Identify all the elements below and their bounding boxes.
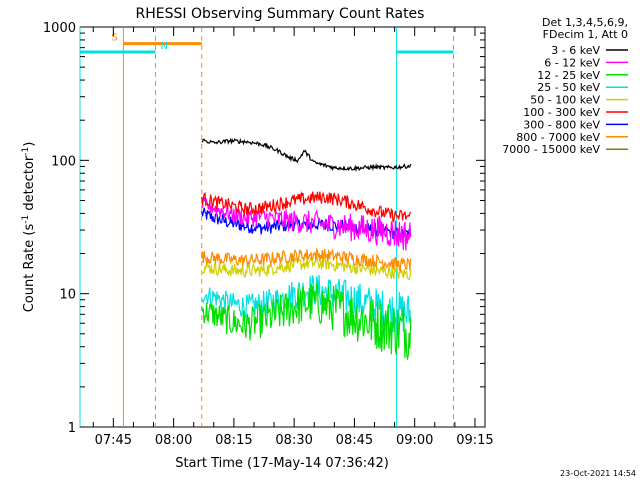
y-axis-label-main: Count Rate (s [22, 224, 37, 313]
legend-label: 50 - 100 keV [530, 94, 600, 107]
legend-label: 800 - 7000 keV [516, 131, 600, 144]
legend-label: 7000 - 15000 keV [502, 143, 600, 156]
y-tick-label: 10 [59, 288, 76, 303]
legend-header-line-2: FDecim 1, Att 0 [543, 28, 628, 41]
legend-label: 25 - 50 keV [537, 81, 600, 94]
plot-contents: SN [79, 27, 455, 427]
series-line-3 [201, 275, 412, 333]
x-tick-label: 08:00 [155, 433, 192, 448]
y-tick-label: 100 [51, 154, 76, 169]
x-axis-label: Start Time (17-May-14 07:36:42) [175, 456, 389, 471]
y-axis-label-end: ) [22, 142, 37, 147]
legend-label: 100 - 300 keV [523, 106, 600, 119]
y-tick-label: 1000 [43, 21, 76, 36]
timestamp-label: 23-Oct-2021 14:54 [560, 469, 636, 478]
x-tick-label: 09:00 [396, 433, 433, 448]
flag-label-s: S [111, 33, 117, 44]
chart-title: RHESSI Observing Summary Count Rates [136, 6, 425, 22]
legend: Det 1,3,4,5,6,9, FDecim 1, Att 0 3 - 6 k… [502, 16, 628, 156]
series-line-0 [201, 137, 412, 173]
x-axis: 07:45 08:00 08:15 08:30 08:45 09:00 09:15 [92, 27, 494, 448]
plot-area: SN [79, 26, 486, 428]
y-axis: 1 10 100 1000 [43, 21, 485, 436]
y-axis-label-sup1: -1 [21, 215, 31, 224]
legend-label: 6 - 12 keV [544, 56, 600, 69]
series-line-2 [201, 282, 412, 360]
legend-label: 300 - 800 keV [523, 118, 600, 131]
y-axis-label-sup2: -1 [21, 147, 31, 156]
x-tick-label: 08:15 [215, 433, 252, 448]
y-axis-label-mid: detector [22, 155, 37, 215]
legend-label: 12 - 25 keV [537, 69, 600, 82]
legend-label: 3 - 6 keV [551, 44, 600, 57]
legend-header-line-1: Det 1,3,4,5,6,9, [542, 16, 628, 29]
flag-label-n: N [161, 41, 168, 52]
x-tick-label: 08:45 [336, 433, 373, 448]
plot-frame [79, 26, 486, 428]
series-line-7 [201, 247, 412, 273]
x-tick-label: 07:45 [95, 433, 132, 448]
y-axis-label: Count Rate (s-1 detector-1) [21, 142, 37, 313]
series-line-4 [201, 254, 412, 281]
series-line-5 [201, 190, 412, 224]
x-tick-label: 08:30 [275, 433, 312, 448]
x-tick-label: 09:15 [456, 433, 493, 448]
y-tick-label: 1 [68, 421, 76, 436]
